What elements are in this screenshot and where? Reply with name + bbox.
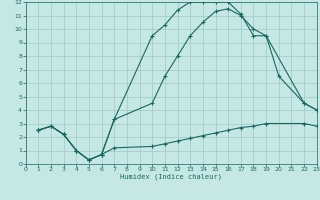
- X-axis label: Humidex (Indice chaleur): Humidex (Indice chaleur): [120, 174, 222, 180]
